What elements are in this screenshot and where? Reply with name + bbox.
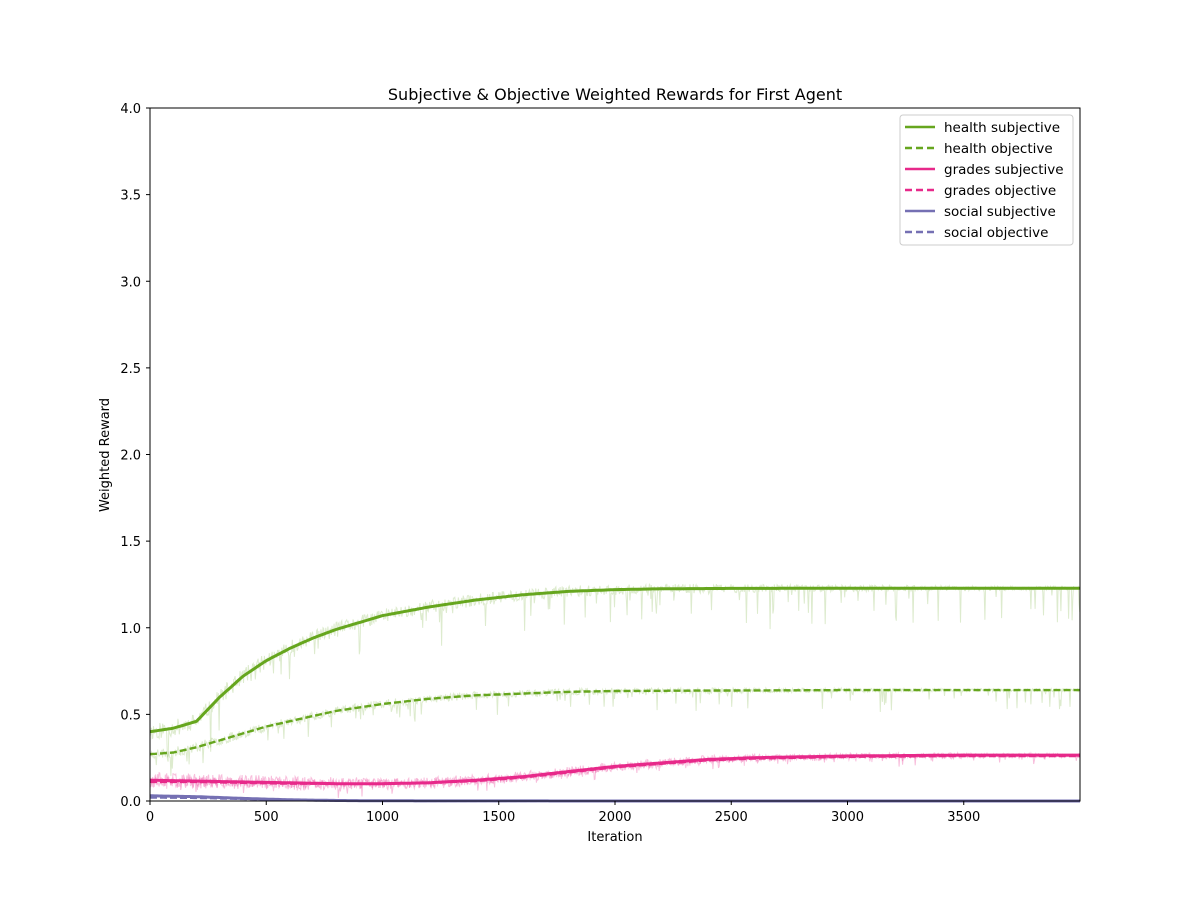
legend-label: grades objective — [944, 183, 1056, 199]
x-axis: 0 500 1000 1500 2000 2500 3000 3500 — [146, 801, 980, 825]
y-tick-label: 1.0 — [120, 622, 141, 637]
y-tick-label: 3.5 — [120, 189, 141, 204]
y-axis: 0.0 0.5 1.0 1.5 2.0 2.5 3.0 3.5 4.0 — [120, 102, 150, 810]
legend-label: social subjective — [944, 204, 1056, 220]
y-tick-label: 1.5 — [120, 535, 141, 550]
legend-items: health subjective health objective grades … — [905, 120, 1064, 241]
series-line-grades-subjective — [149, 753, 1080, 786]
x-tick-label: 1000 — [366, 810, 399, 825]
series-line-health-objective — [149, 688, 1080, 756]
x-tick-label: 1500 — [482, 810, 515, 825]
y-tick-label: 2.5 — [120, 362, 141, 377]
legend-label: health subjective — [944, 120, 1060, 136]
y-tick-label: 0.0 — [120, 795, 141, 810]
series-line-health-subjective — [149, 586, 1080, 734]
x-axis-title: Iteration — [587, 830, 642, 845]
x-tick-label: 3500 — [947, 810, 980, 825]
noise-trace — [149, 752, 1081, 792]
x-tick-label: 3000 — [831, 810, 864, 825]
legend-label: social objective — [944, 225, 1048, 241]
x-tick-label: 2000 — [598, 810, 631, 825]
x-tick-label: 0 — [146, 810, 154, 825]
x-tick-label: 2500 — [715, 810, 748, 825]
y-tick-label: 2.0 — [120, 449, 141, 464]
legend-label: health objective — [944, 141, 1053, 157]
noise-trace — [149, 582, 1081, 762]
y-tick-label: 3.0 — [120, 275, 141, 290]
y-tick-label: 0.5 — [120, 708, 141, 723]
chart-title: Subjective & Objective Weighted Rewards … — [388, 85, 842, 104]
legend-box — [899, 114, 1074, 246]
series-line-grades-objective — [150, 754, 1080, 785]
x-tick-label: 500 — [254, 810, 279, 825]
y-axis-title: Weighted Reward — [98, 398, 113, 512]
noise-trace — [149, 751, 1080, 798]
legend-label: grades subjective — [944, 162, 1064, 178]
y-tick-label: 4.0 — [120, 102, 141, 117]
legend: health subjective health objective grades … — [899, 114, 1074, 246]
